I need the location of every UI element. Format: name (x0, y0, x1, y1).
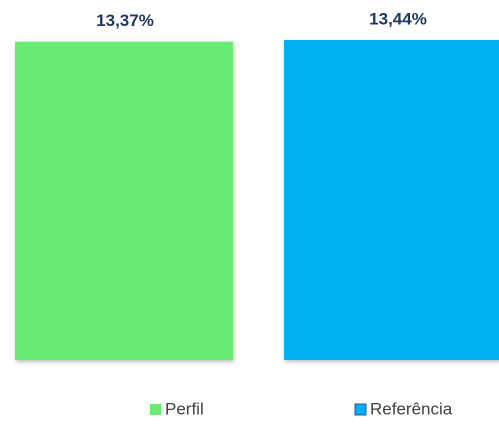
legend-swatch (150, 404, 161, 415)
legend-swatch (354, 403, 367, 416)
legend-label: Referência (370, 399, 453, 418)
value-label: 13,44% (369, 9, 427, 28)
bar (284, 40, 499, 360)
bar (15, 41, 233, 361)
value-label: 13,37% (96, 11, 154, 30)
legend-label: Perfil (165, 399, 204, 418)
